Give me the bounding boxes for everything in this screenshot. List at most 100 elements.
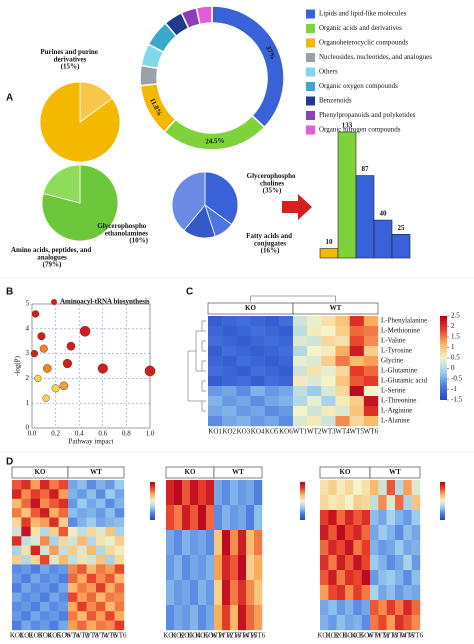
heatmap-cell: [403, 585, 412, 601]
heatmap-cell: [49, 583, 59, 593]
heatmap-cell: [222, 605, 231, 631]
heatmap-cell: [236, 326, 251, 337]
heatmap-cell: [49, 508, 59, 518]
heatmap-cell: [49, 489, 59, 499]
heatmap-cell: [12, 555, 22, 565]
heatmap-cell: [208, 346, 223, 357]
heatmap-cell: [86, 508, 97, 518]
legend-swatch: [306, 82, 315, 91]
bubble: [79, 325, 91, 337]
column-label: WT6: [251, 632, 266, 640]
heatmap-cell: [206, 530, 215, 556]
heatmap-cell: [40, 611, 50, 621]
pie-value-label: (35%): [263, 187, 282, 195]
heatmap-cell: [21, 536, 31, 546]
heatmap-cell: [238, 555, 247, 581]
heatmap-cell: [278, 366, 294, 377]
heatmap-cell: [30, 620, 41, 631]
column-label: WT4: [392, 632, 407, 640]
column-label: WT5: [243, 632, 258, 640]
heatmap-cell: [403, 555, 412, 571]
heatmap-cell: [370, 570, 379, 586]
heatmap-cell: [58, 545, 69, 556]
heatmap-cell: [328, 495, 337, 511]
heatmap-cell: [378, 525, 387, 541]
heatmap-cell: [395, 615, 404, 631]
heatmap-cell: [49, 517, 59, 528]
heatmap-cell: [12, 545, 22, 556]
heatmap-cell: [335, 416, 350, 427]
heatmap-cell: [49, 480, 59, 490]
y-tick-label: 2: [26, 374, 30, 382]
heatmap-cell: [236, 346, 251, 357]
bubble: [97, 363, 108, 374]
pie-slice: [41, 164, 119, 242]
dendrogram: [250, 295, 336, 302]
heatmap-cell: [96, 592, 106, 603]
heatmap-cell: [250, 376, 265, 387]
heatmap-cell: [278, 416, 294, 427]
heatmap-cell: [345, 480, 354, 496]
bubble: [31, 310, 40, 318]
heatmap-cell: [214, 555, 223, 581]
heatmap-cell: [307, 326, 322, 337]
column-label: KO4: [342, 632, 356, 640]
heatmap-cell: [386, 525, 396, 541]
heatmap-cell: [386, 600, 396, 616]
group-header: [369, 466, 421, 479]
heatmap-cell: [214, 530, 223, 556]
heatmap-cell: [182, 505, 191, 531]
heatmap-cell: [77, 536, 87, 546]
bar: [373, 219, 393, 259]
column-label: KO5: [47, 632, 61, 640]
heatmap-cell: [250, 316, 265, 327]
group-header: [67, 466, 125, 479]
heatmap-cell: [378, 495, 387, 511]
heatmap-cell: [236, 386, 251, 397]
row-label: L-Valine: [381, 337, 406, 345]
heatmap-cell: [208, 406, 223, 417]
pie-value-label: (79%): [43, 261, 62, 269]
heatmap-cell: [30, 526, 41, 537]
heatmap-cell: [321, 316, 336, 327]
legend-label: Organic acids and derivatives: [319, 24, 402, 32]
heatmap-cell: [307, 336, 322, 347]
heatmap-cell: [370, 615, 379, 631]
heatmap-cell: [411, 585, 421, 601]
heatmap-cell: [96, 583, 106, 593]
bubble: [39, 344, 48, 353]
heatmap-cell: [395, 570, 404, 586]
heatmap-cell: [198, 580, 207, 606]
heatmap-cell: [96, 564, 106, 574]
pie-label: Fatty acids and conjugates: [246, 232, 294, 248]
heatmap-cell: [12, 526, 22, 537]
donut-segment: [195, 5, 213, 26]
heatmap-cell: [378, 570, 387, 586]
heatmap-cell: [363, 396, 379, 407]
group-label: WT: [330, 304, 342, 312]
heatmap-cell: [40, 583, 50, 593]
row-label: L-Methionine: [381, 327, 420, 335]
heatmap-cell: [86, 620, 97, 631]
heatmap-cell: [12, 508, 22, 518]
heatmap-cell: [166, 530, 175, 556]
heatmap-cell: [190, 555, 199, 581]
heatmap-cell: [361, 615, 371, 631]
heatmap-cell: [21, 583, 31, 593]
heatmap-cell: [68, 480, 78, 490]
legend-swatch: [306, 24, 315, 33]
heatmap-cell: [222, 376, 237, 387]
legend-label: Nucleosides, nucleotides, and analogues: [319, 53, 432, 61]
heatmap-cell: [336, 495, 346, 511]
heatmap-cell: [328, 480, 337, 496]
y-tick-label: 3: [26, 349, 30, 357]
heatmap-cell: [222, 326, 237, 337]
heatmap-cell: [114, 498, 125, 509]
heatmap-cell: [230, 605, 239, 631]
heatmap-cell: [403, 615, 412, 631]
row-label: L-Phenylalanine: [381, 317, 427, 325]
heatmap-cell: [349, 376, 365, 387]
heatmap-cell: [105, 620, 115, 631]
heatmap-cell: [96, 620, 106, 631]
heatmap-cell: [58, 592, 69, 603]
